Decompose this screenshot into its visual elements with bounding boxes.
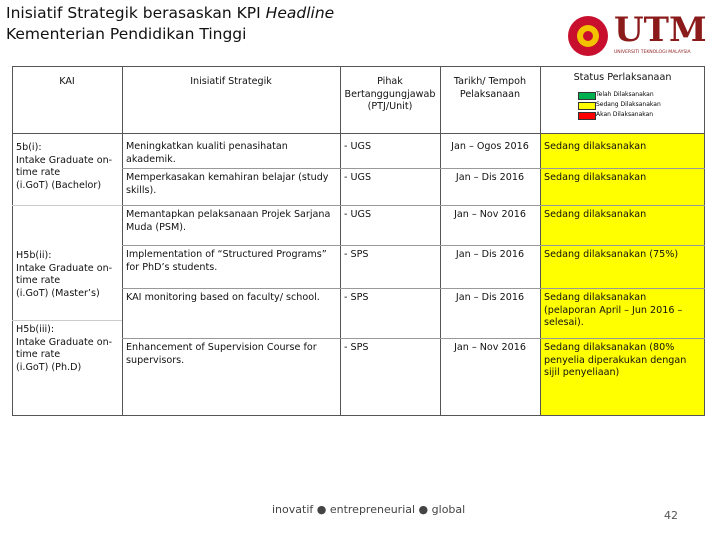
kai-line-text: Intake Graduate on-	[16, 154, 113, 166]
table-cell: - SPS	[344, 249, 369, 260]
kai-line-text: (i.GoT) (Master’s)	[16, 287, 100, 299]
kai-cell: H5b(ii): Intake Graduate on-time rate (i.G…	[12, 248, 126, 302]
header-line	[12, 133, 705, 134]
table-cell: Implementation of “Structured Programs” …	[126, 249, 327, 273]
column-line	[440, 66, 441, 416]
legend-label: Telah Dilaksanakan	[596, 91, 654, 98]
table-cell: Sedang dilaksanakan	[544, 209, 647, 220]
table-cell: - SPS	[344, 342, 369, 353]
page-number: 42	[664, 509, 678, 522]
legend-swatch	[578, 112, 596, 120]
kai-line-text: H5b(ii):	[16, 250, 52, 261]
kai-line-text: time rate	[16, 349, 61, 360]
kai-line-text: time rate	[16, 167, 61, 178]
title-text: Inisiatif Strategik berasaskan KPI	[6, 4, 261, 22]
kai-cell: 5b(i): Intake Graduate on-time rate (i.GoT…	[12, 140, 126, 194]
legend-swatch	[578, 92, 596, 100]
legend-swatch	[578, 102, 596, 110]
table-cell: - SPS	[344, 292, 369, 303]
table-cell: Sedang dilaksanakan	[544, 141, 647, 152]
table-cell: Meningkatkan kualiti penasihatan akademi…	[126, 141, 288, 165]
table-cell: Jan – Nov 2016	[454, 342, 526, 353]
column-header: Status Perlaksanaan	[573, 72, 672, 83]
row-line	[122, 338, 705, 339]
table-cell: Sedang dilaksanakan	[544, 172, 647, 183]
legend-label: Akan Dilaksanakan	[596, 111, 654, 118]
table-cell: Jan – Dis 2016	[455, 292, 525, 303]
table-cell: Memperkasakan kemahiran belajar (study s…	[126, 172, 329, 196]
column-header: KAI	[59, 76, 75, 87]
table-cell: KAI monitoring based on faculty/ school.	[126, 292, 320, 303]
column-header: Tarikh/ Tempoh Pelaksanaan	[453, 76, 527, 100]
title-line: Inisiatif Strategik berasaskan KPI Headl…	[6, 4, 334, 22]
table-cell: Sedang dilaksanakan (pelaporan April – J…	[544, 292, 683, 328]
kai-line-text: 5b(i):	[16, 142, 42, 153]
column-header: Inisiatif Strategik	[190, 76, 272, 87]
title-line: Kementerian Pendidikan Tinggi	[6, 25, 247, 43]
logo-subtitle: UNIVERSITI TEKNOLOGI MALAYSIA	[614, 50, 691, 55]
row-line	[122, 288, 705, 289]
table-cell: - UGS	[344, 209, 372, 220]
logo-text: UTM	[614, 10, 707, 50]
column-line	[540, 66, 541, 416]
row-line	[122, 245, 705, 246]
kai-cell: H5b(iii): Intake Graduate on-time rate (i.…	[12, 322, 126, 376]
table-cell: Sedang dilaksanakan (80% penyelia dipera…	[544, 342, 687, 378]
footer-tagline: inovatif ● entrepreneurial ● global	[272, 503, 466, 516]
legend-label: Sedang Dilaksanakan	[596, 101, 661, 108]
row-line	[122, 168, 705, 169]
kai-line	[12, 320, 122, 321]
column-header: Pihak Bertanggungjawab (PTJ/Unit)	[344, 76, 436, 112]
table-cell: - UGS	[344, 172, 372, 183]
table-cell: Jan – Nov 2016	[454, 209, 526, 220]
column-line	[122, 66, 123, 416]
kai-line-text: (i.GoT) (Ph.D)	[16, 361, 82, 373]
table-cell: Jan – Dis 2016	[455, 172, 525, 183]
table-cell: Jan – Ogos 2016	[451, 141, 529, 152]
kai-line-text: Intake Graduate on-	[16, 262, 113, 274]
kai-line-text: H5b(iii):	[16, 324, 55, 335]
title-italic: Headline	[265, 4, 335, 22]
logo-emblem	[568, 16, 608, 56]
table-cell: - UGS	[344, 141, 372, 152]
table-cell: Sedang dilaksanakan (75%)	[544, 249, 679, 260]
table-border	[12, 66, 705, 416]
kai-line	[12, 205, 122, 206]
column-line	[340, 66, 341, 416]
table-cell: Memantapkan pelaksanaan Projek Sarjana M…	[126, 209, 331, 233]
table-cell: Jan – Dis 2016	[455, 249, 525, 260]
status-background	[540, 134, 705, 416]
row-line	[122, 205, 705, 206]
kai-line-text: Intake Graduate on-	[16, 336, 113, 348]
table-cell: Enhancement of Supervision Course for su…	[126, 342, 317, 366]
kai-line-text: (i.GoT) (Bachelor)	[16, 179, 102, 191]
kai-line-text: time rate	[16, 275, 61, 286]
